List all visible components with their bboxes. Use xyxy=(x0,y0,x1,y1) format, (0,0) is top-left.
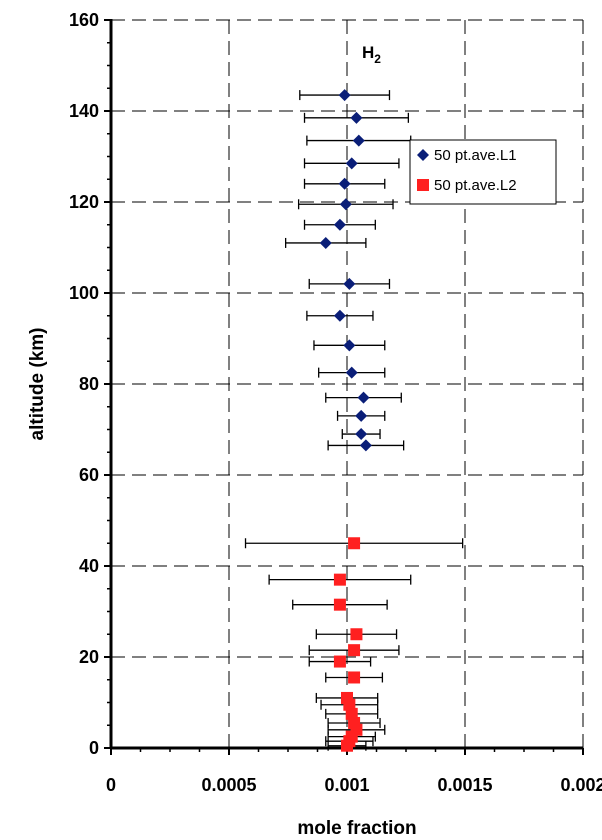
y-tick-label-2: 40 xyxy=(79,556,99,576)
data-point-s2-8 xyxy=(343,698,356,711)
x-tick-label-1: 0.0005 xyxy=(201,775,256,795)
y-axis-title: altitude (km) xyxy=(27,328,48,441)
data-point-s2-0 xyxy=(348,537,361,550)
data-point-s1-14 xyxy=(355,428,368,441)
x-tick-labels: 0 0.0005 0.001 0.0015 0.002 xyxy=(106,775,602,795)
y-tick-label-6: 120 xyxy=(69,192,99,212)
data-point-s1-12 xyxy=(357,391,370,404)
data-point-s1-9 xyxy=(333,309,346,322)
legend-label-l1: 50 pt.ave.L1 xyxy=(434,147,517,164)
data-point-s1-10 xyxy=(343,339,356,352)
legend-marker-l1 xyxy=(417,149,429,161)
data-point-s1-11 xyxy=(345,366,358,379)
data-point-s1-5 xyxy=(339,198,352,211)
species-annotation: H2 xyxy=(362,43,381,66)
x-axis-title: mole fraction xyxy=(297,818,416,839)
legend-box xyxy=(409,139,557,205)
data-point-s1-1 xyxy=(350,111,363,124)
y-tick-label-0: 0 xyxy=(89,738,99,758)
data-point-s2-2 xyxy=(333,598,346,611)
data-point-s1-15 xyxy=(359,439,372,452)
data-point-s1-2 xyxy=(352,134,365,147)
y-tick-label-1: 20 xyxy=(79,647,99,667)
x-tick-label-0: 0 xyxy=(106,775,116,795)
y-tick-label-5: 100 xyxy=(69,283,99,303)
data-point-s1-0 xyxy=(338,89,351,102)
legend-label-l2: 50 pt.ave.L2 xyxy=(434,177,517,194)
y-tick-label-7: 140 xyxy=(69,101,99,121)
legend-marker-l2 xyxy=(417,179,429,191)
x-tick-label-3: 0.0015 xyxy=(437,775,492,795)
x-tick-label-4: 0.002 xyxy=(560,775,602,795)
data-point-s1-4 xyxy=(338,177,351,190)
species-annotation-subscript: 2 xyxy=(374,52,381,66)
data-point-s1-8 xyxy=(343,277,356,290)
data-point-s1-7 xyxy=(319,236,332,249)
data-point-s1-13 xyxy=(355,409,368,422)
data-point-s2-9 xyxy=(345,707,358,720)
y-tick-label-4: 80 xyxy=(79,374,99,394)
species-annotation-main: H xyxy=(362,43,374,62)
y-tick-label-3: 60 xyxy=(79,465,99,485)
data-point-s2-4 xyxy=(348,644,361,657)
data-point-s2-14 xyxy=(341,739,353,752)
data-point-s2-3 xyxy=(350,628,363,641)
data-point-s2-5 xyxy=(333,655,346,668)
y-tick-labels: 0 20 40 60 80 100 120 140 160 xyxy=(69,10,99,758)
data-point-s1-3 xyxy=(345,157,358,170)
data-markers xyxy=(319,89,372,752)
legend: 50 pt.ave.L1 50 pt.ave.L2 xyxy=(409,139,557,205)
data-point-s2-6 xyxy=(348,671,361,684)
data-point-s1-6 xyxy=(333,218,346,231)
data-point-s2-1 xyxy=(333,573,346,586)
x-tick-label-2: 0.001 xyxy=(324,775,369,795)
y-tick-label-8: 160 xyxy=(69,10,99,30)
